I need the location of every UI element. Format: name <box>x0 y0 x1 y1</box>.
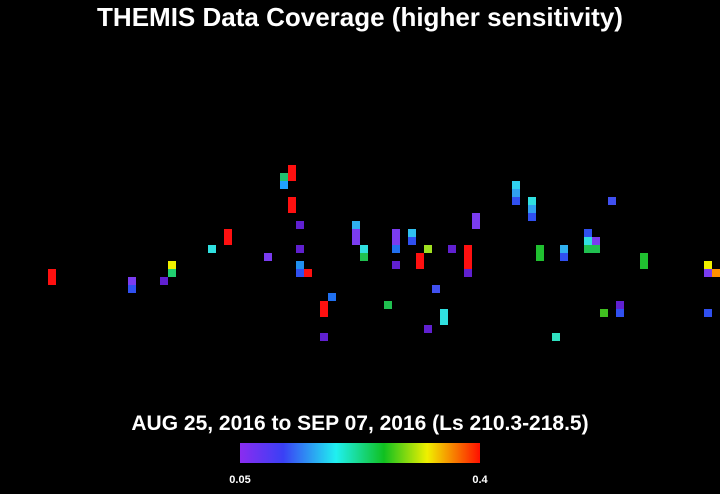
subtitle: AUG 25, 2016 to SEP 07, 2016 (Ls 210.3-2… <box>131 412 588 435</box>
coverage-cell <box>280 173 288 181</box>
coverage-cell <box>392 245 400 253</box>
coverage-cell <box>224 229 232 245</box>
coverage-cell <box>472 213 480 229</box>
coverage-cell <box>160 277 168 285</box>
coverage-cell <box>392 229 400 245</box>
coverage-cell <box>616 309 624 317</box>
coverage-cell <box>464 269 472 277</box>
coverage-cell <box>616 301 624 309</box>
coverage-cell <box>168 269 176 277</box>
coverage-cell <box>704 269 712 277</box>
coverage-cell <box>704 309 712 317</box>
coverage-cell <box>48 269 56 285</box>
coverage-cell <box>288 165 296 181</box>
coverage-cell <box>584 245 600 253</box>
title: THEMIS Data Coverage (higher sensitivity… <box>97 2 623 32</box>
coverage-cell <box>528 205 536 213</box>
coverage-cell <box>304 269 312 277</box>
coverage-cell <box>608 197 616 205</box>
coverage-cell <box>592 237 600 245</box>
coverage-cell <box>288 197 296 213</box>
coverage-cell <box>296 261 304 269</box>
coverage-cell <box>440 309 448 325</box>
coverage-cell <box>448 245 456 253</box>
coverage-cell <box>352 229 360 245</box>
coverage-cell <box>168 261 176 269</box>
coverage-cell <box>512 189 520 197</box>
coverage-swaths <box>48 165 720 341</box>
coverage-cell <box>408 229 416 237</box>
coverage-cell <box>552 333 560 341</box>
coverage-cell <box>296 269 304 277</box>
coverage-cell <box>384 301 392 309</box>
coverage-cell <box>432 285 440 293</box>
coverage-cell <box>424 245 432 253</box>
coverage-cell <box>536 245 544 261</box>
coverage-cell <box>296 245 304 253</box>
coverage-cell <box>392 261 400 269</box>
coverage-cell <box>424 325 432 333</box>
colorbar-label: 0.05 <box>229 474 250 486</box>
coverage-cell <box>512 181 520 189</box>
coverage-cell <box>560 245 568 253</box>
coverage-cell <box>208 245 216 253</box>
coverage-cell <box>464 245 472 269</box>
colorbar <box>240 443 480 463</box>
coverage-cell <box>320 333 328 341</box>
colorbar-label: 0.4 <box>472 474 488 486</box>
coverage-cell <box>528 213 536 221</box>
coverage-cell <box>584 229 592 237</box>
coverage-cell <box>712 269 720 277</box>
coverage-cell <box>264 253 272 261</box>
coverage-cell <box>528 197 536 205</box>
coverage-cell <box>408 237 416 245</box>
coverage-cell <box>360 245 368 253</box>
coverage-cell <box>280 181 288 189</box>
coverage-cell <box>128 285 136 293</box>
coverage-cell <box>600 309 608 317</box>
coverage-cell <box>296 221 304 229</box>
coverage-cell <box>320 301 328 317</box>
coverage-cell <box>352 221 360 229</box>
coverage-cell <box>640 253 648 269</box>
coverage-cell <box>328 293 336 301</box>
coverage-cell <box>584 237 592 245</box>
coverage-cell <box>512 197 520 205</box>
coverage-cell <box>704 261 712 269</box>
coverage-cell <box>416 253 424 269</box>
coverage-cell <box>360 253 368 261</box>
coverage-cell <box>128 277 136 285</box>
coverage-cell <box>560 253 568 261</box>
